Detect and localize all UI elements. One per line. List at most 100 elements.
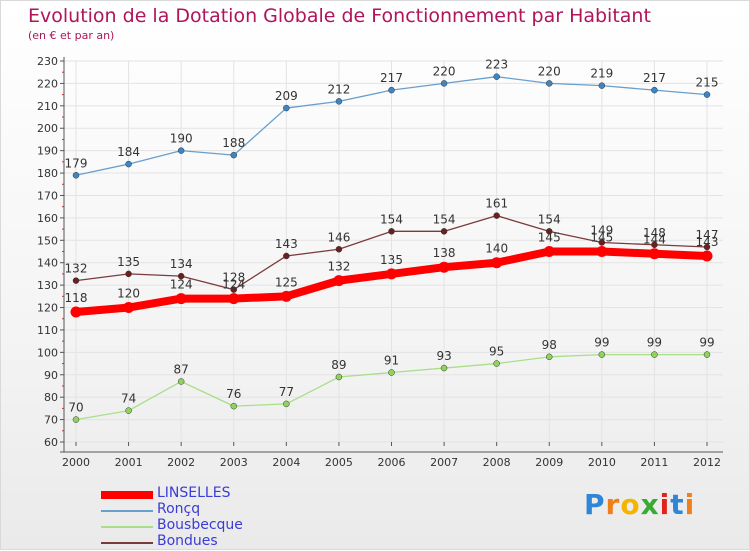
legend-swatch-linselles	[101, 491, 153, 499]
data-point-bondues	[598, 239, 606, 246]
data-label-bondues: 147	[696, 228, 719, 242]
y-tick-label: 170	[37, 189, 58, 202]
x-tick-label: 2007	[430, 456, 458, 469]
x-tick-label: 2001	[115, 456, 143, 469]
data-point-linselles	[543, 246, 555, 257]
data-label-bousbecque: 70	[68, 401, 83, 415]
y-tick-label: 210	[37, 100, 58, 113]
y-tick-label: 60	[44, 436, 58, 449]
chart-title: Evolution de la Dotation Globale de Fonc…	[28, 5, 651, 27]
chart-subtitle: (en € et par an)	[28, 29, 115, 42]
y-tick-label: 90	[44, 369, 58, 382]
proxiti-logo: Proxiti	[584, 488, 696, 521]
x-tick-label: 2004	[272, 456, 300, 469]
data-label-bousbecque: 76	[226, 387, 241, 401]
data-label-bondues: 154	[380, 212, 403, 226]
data-label-linselles: 144	[643, 233, 666, 247]
data-point-ron-q	[440, 80, 448, 87]
data-label-ron-q: 209	[275, 89, 298, 103]
data-label-ron-q: 179	[65, 156, 88, 170]
data-point-bousbecque	[546, 353, 553, 361]
data-label-bousbecque: 91	[384, 354, 399, 368]
y-tick-label: 190	[37, 145, 58, 158]
y-tick-label: 230	[37, 55, 58, 68]
legend-swatch-roncq	[101, 510, 153, 512]
data-point-bousbecque	[283, 400, 290, 408]
data-label-ron-q: 188	[222, 136, 245, 150]
data-point-bondues	[651, 241, 658, 249]
data-label-ron-q: 212	[327, 82, 350, 96]
data-label-bousbecque: 93	[436, 349, 451, 363]
data-label-ron-q: 219	[590, 67, 613, 81]
y-tick-label: 110	[37, 324, 58, 337]
data-point-linselles	[228, 293, 240, 305]
data-point-bondues	[388, 228, 395, 235]
legend-label-bousbecque: Bousbecque	[157, 517, 243, 533]
y-tick-label: 140	[37, 257, 58, 270]
data-label-linselles: 145	[590, 231, 613, 245]
data-label-bondues: 161	[485, 197, 508, 211]
y-tick-label: 130	[37, 279, 58, 292]
data-label-bousbecque: 99	[594, 336, 609, 350]
data-point-ron-q	[177, 147, 185, 154]
x-tick-label: 2009	[535, 456, 563, 469]
legend-swatch-bousbecque	[101, 526, 153, 528]
data-label-bousbecque: 89	[331, 358, 346, 372]
data-point-linselles	[70, 306, 82, 318]
x-tick-label: 2002	[167, 456, 195, 469]
x-tick-label: 2000	[62, 456, 90, 469]
data-point-bousbecque	[598, 351, 606, 358]
data-point-bondues	[72, 277, 80, 284]
data-label-bondues: 148	[643, 226, 666, 240]
data-point-linselles	[438, 261, 450, 273]
data-label-bondues: 134	[170, 257, 193, 271]
data-point-linselles	[280, 290, 292, 302]
data-point-ron-q	[72, 172, 80, 179]
y-tick-label: 100	[37, 346, 58, 359]
data-point-ron-q	[703, 91, 711, 98]
y-tick-label: 80	[44, 391, 58, 404]
data-label-ron-q: 217	[643, 71, 666, 85]
data-point-linselles	[386, 268, 397, 280]
data-label-ron-q: 220	[538, 64, 561, 78]
data-label-bondues: 154	[538, 212, 561, 226]
data-point-bondues	[440, 228, 448, 235]
y-tick-label: 180	[37, 167, 58, 180]
y-tick-label: 220	[37, 77, 58, 90]
data-point-bondues	[283, 252, 290, 260]
data-label-ron-q: 190	[170, 132, 193, 146]
data-point-linselles	[648, 248, 660, 260]
y-tick-label: 120	[37, 302, 58, 315]
x-tick-label: 2012	[693, 456, 721, 469]
data-point-bousbecque	[651, 351, 658, 358]
data-label-linselles: 135	[380, 253, 403, 267]
legend-label-linselles: LINSELLES	[157, 485, 231, 501]
data-label-bondues: 128	[222, 271, 245, 285]
data-point-bondues	[177, 272, 185, 280]
data-point-bousbecque	[493, 360, 500, 367]
data-label-ron-q: 215	[696, 76, 719, 90]
data-label-ron-q: 223	[485, 58, 508, 72]
y-tick-label: 150	[37, 234, 58, 247]
data-label-ron-q: 184	[117, 145, 140, 159]
x-tick-label: 2010	[588, 456, 616, 469]
data-point-ron-q	[598, 82, 606, 89]
data-label-linselles: 124	[222, 278, 245, 292]
data-label-bousbecque: 98	[542, 338, 557, 352]
legend-swatch-bondues	[101, 542, 153, 544]
data-point-ron-q	[283, 104, 290, 112]
x-tick-label: 2011	[640, 456, 668, 469]
data-label-linselles: 125	[275, 275, 298, 289]
data-point-bousbecque	[388, 369, 395, 376]
x-tick-label: 2003	[220, 456, 248, 469]
data-point-bondues	[546, 228, 553, 235]
data-label-bousbecque: 99	[647, 336, 662, 350]
data-point-bousbecque	[177, 378, 185, 385]
legend-label-roncq: Ronçq	[157, 501, 201, 517]
y-tick-label: 70	[44, 414, 58, 427]
data-point-bondues	[125, 270, 132, 278]
data-label-linselles: 140	[485, 242, 508, 256]
data-point-bousbecque	[125, 407, 132, 414]
